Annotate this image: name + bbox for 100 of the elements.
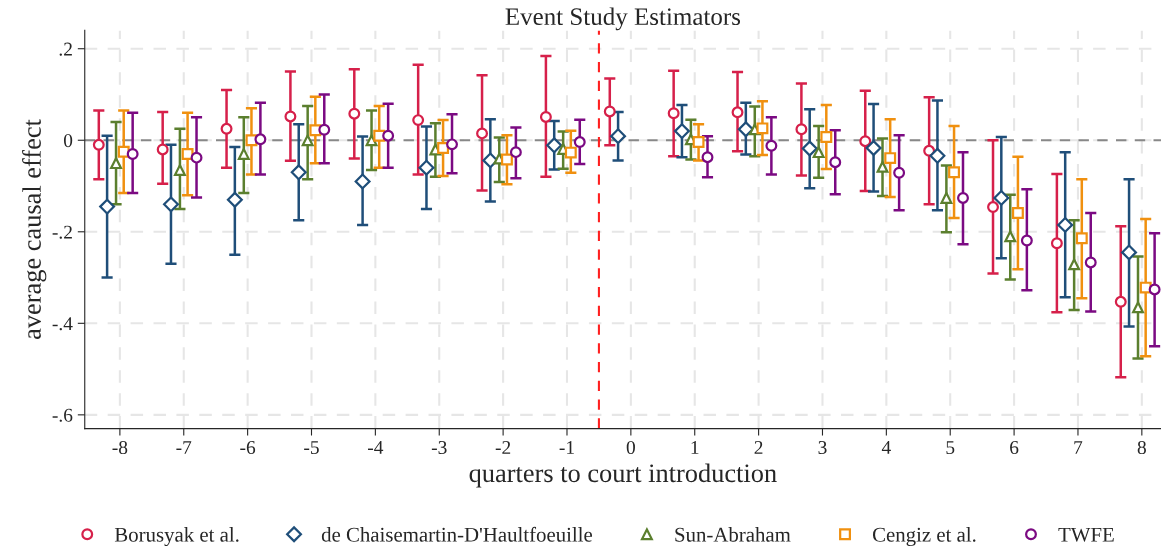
legend-label: Sun-Abraham	[675, 527, 791, 542]
x-tick-label: 0	[626, 440, 635, 455]
point	[820, 131, 833, 144]
point	[354, 173, 371, 190]
x-tick-label: 4	[881, 441, 891, 454]
x-tick-label: -3	[431, 441, 447, 455]
point	[290, 164, 307, 181]
point	[373, 129, 386, 142]
point	[348, 107, 361, 120]
point	[884, 152, 897, 165]
point	[801, 140, 818, 157]
x-tick-label: -4	[368, 441, 384, 454]
point	[812, 146, 825, 159]
point	[226, 191, 243, 208]
point	[1084, 256, 1097, 269]
point	[220, 122, 233, 135]
point	[245, 134, 258, 147]
point	[987, 201, 999, 214]
y-tick-label: .2	[59, 42, 72, 56]
point	[940, 191, 953, 204]
x-tick-label: -7	[176, 441, 192, 454]
point	[859, 135, 872, 148]
point	[301, 134, 314, 147]
x-tick-label: 1	[691, 441, 699, 454]
point	[1132, 301, 1144, 314]
point	[893, 166, 906, 179]
point	[539, 110, 552, 123]
point	[412, 114, 425, 127]
legend-label: de Chaisemartin-D'Haultfoeuille	[321, 526, 593, 542]
legend-label: Borusyak et al.	[114, 527, 239, 547]
point	[1020, 234, 1033, 247]
point	[564, 146, 577, 159]
point	[500, 153, 513, 166]
point	[365, 134, 378, 147]
point	[190, 151, 203, 164]
point	[876, 160, 889, 173]
point	[1011, 207, 1024, 219]
x-tick-label: -6	[240, 441, 256, 455]
point	[610, 128, 627, 145]
x-tick-label: 5	[946, 441, 955, 455]
point	[929, 147, 946, 164]
point	[110, 157, 123, 170]
point	[573, 136, 586, 149]
point	[1075, 232, 1088, 245]
point	[667, 107, 680, 120]
point	[437, 142, 450, 154]
y-tick-label: 0	[63, 134, 73, 148]
point	[237, 148, 250, 160]
point	[865, 140, 882, 157]
point	[1121, 244, 1138, 261]
point	[476, 127, 489, 140]
point	[1148, 283, 1161, 296]
point	[509, 146, 522, 159]
x-tick-label: 8	[1137, 440, 1146, 455]
point	[1114, 295, 1127, 308]
y-tick-label: -.2	[52, 225, 72, 239]
x-tick-label: 3	[818, 441, 827, 455]
point	[382, 129, 395, 142]
chart-title: Event Study Estimators	[505, 7, 741, 31]
point	[829, 156, 842, 169]
y-tick-label: -.4	[52, 317, 73, 331]
x-tick-label: 6	[1010, 441, 1019, 455]
point	[1057, 216, 1074, 233]
point	[546, 137, 563, 154]
point	[99, 198, 116, 215]
point	[126, 148, 139, 160]
point	[603, 105, 616, 118]
point	[181, 148, 194, 160]
point	[1050, 237, 1063, 250]
point	[1068, 258, 1081, 271]
x-axis-title: quarters to court introduction	[469, 463, 777, 488]
point	[156, 143, 169, 156]
point	[92, 138, 105, 151]
x-tick-label: -8	[112, 440, 128, 455]
point	[446, 138, 458, 151]
point	[692, 136, 705, 149]
point	[318, 123, 331, 136]
point	[309, 124, 322, 137]
point	[993, 189, 1010, 206]
point	[765, 139, 778, 152]
point	[756, 122, 769, 135]
point	[163, 196, 179, 213]
x-tick-label: -2	[495, 441, 511, 454]
point	[673, 123, 690, 140]
x-tick-label: -5	[304, 441, 319, 455]
point	[731, 106, 744, 119]
legend-label: Cengiz et al.	[872, 527, 976, 547]
point	[957, 191, 969, 204]
point	[948, 166, 961, 179]
point	[254, 133, 267, 146]
point	[173, 164, 186, 176]
point	[284, 110, 297, 123]
point	[701, 151, 714, 164]
y-axis-title: average causal effect	[22, 119, 47, 339]
y-tick-label: -.6	[52, 408, 73, 422]
x-tick-label: 7	[1074, 441, 1083, 454]
x-tick-label: -1	[559, 441, 574, 454]
x-tick-label: 2	[754, 441, 763, 454]
legend-label: TWFE	[1058, 527, 1114, 542]
point	[1004, 230, 1017, 243]
